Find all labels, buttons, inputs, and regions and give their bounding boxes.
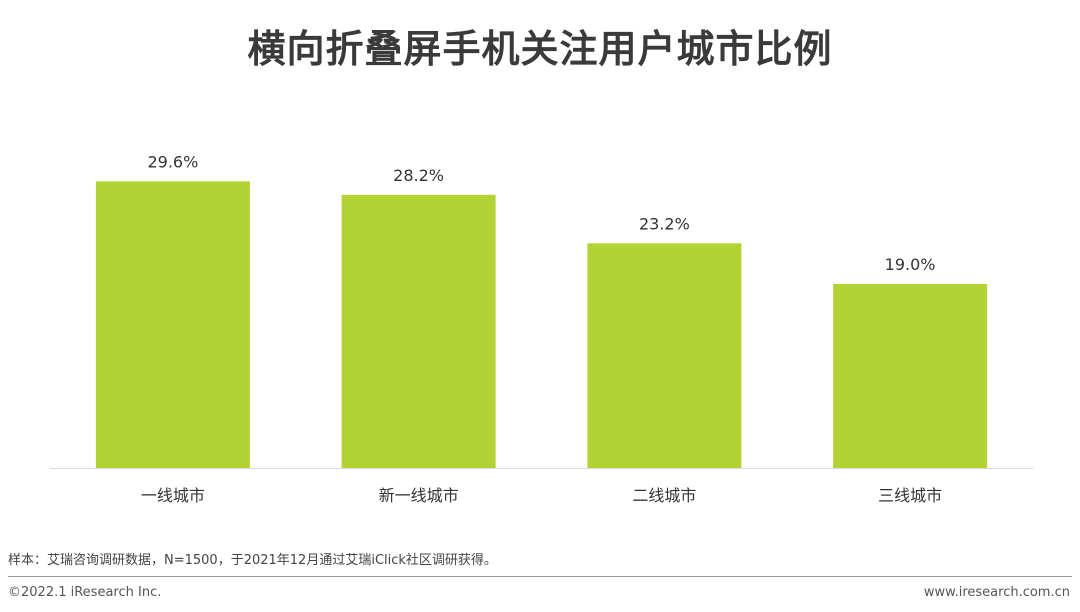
x-tick-label-3: 二线城市 xyxy=(632,486,696,505)
x-tick-label-4: 三线城市 xyxy=(878,486,942,505)
chart-title: 横向折叠屏手机关注用户城市比例 xyxy=(247,27,833,71)
footer-divider xyxy=(8,576,1072,577)
x-tick-label-1: 一线城市 xyxy=(141,486,205,505)
data-label-1: 29.6% xyxy=(147,152,198,171)
x-tick-label-2: 新一线城市 xyxy=(379,486,459,505)
bar-3 xyxy=(587,243,742,469)
website-link[interactable]: www.iresearch.com.cn xyxy=(923,585,1070,600)
bar-chart: 29.6% 一线城市 28.2% 新一线城市 23.2% 二线城市 19.0% 三线城市 xyxy=(50,152,1033,505)
data-label-2: 28.2% xyxy=(393,166,444,185)
bar-2 xyxy=(341,194,496,469)
source-note: 样本：艾瑞咨询调研数据，N=1500，于2021年12月通过艾瑞iClick社区… xyxy=(8,553,497,568)
bar-4 xyxy=(833,283,988,468)
bar-1 xyxy=(95,181,250,469)
data-label-3: 23.2% xyxy=(639,214,690,233)
copyright-text: ©2022.1 iResearch Inc. xyxy=(8,585,162,600)
data-label-4: 19.0% xyxy=(885,255,936,274)
